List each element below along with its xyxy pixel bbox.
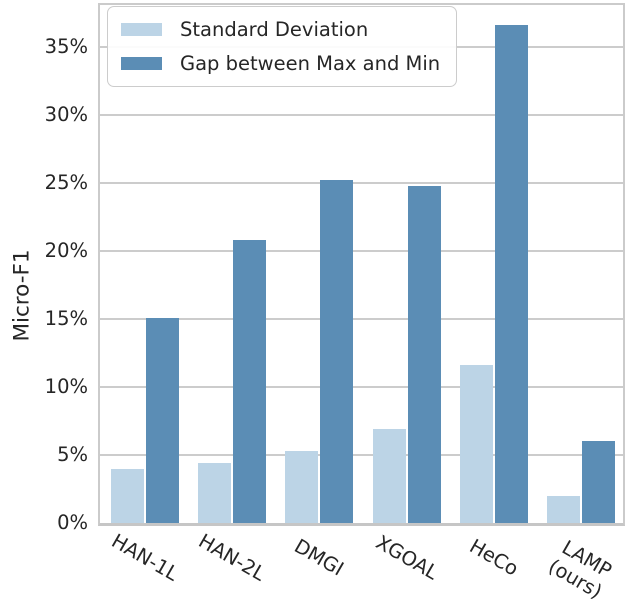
bar-gap-between-max-and-min-xgoal <box>407 185 441 523</box>
bar-standard-deviation-dmgi <box>285 450 319 523</box>
gridline-5-percent <box>100 454 623 457</box>
legend-item-standard-deviation: Standard Deviation <box>121 17 440 42</box>
legend: Standard Deviation Gap between Max and M… <box>107 6 458 87</box>
legend-item-gap-max-min: Gap between Max and Min <box>121 51 440 76</box>
bar-standard-deviation-xgoal <box>372 429 406 523</box>
y-tick-label-10-percent: 10% <box>44 375 88 399</box>
bar-gap-between-max-and-min-heco <box>494 25 528 523</box>
gridline-10-percent <box>100 386 623 389</box>
bar-gap-between-max-and-min-han-2l <box>232 240 266 523</box>
gridline-15-percent <box>100 318 623 321</box>
bar-gap-between-max-and-min-dmgi <box>320 180 354 523</box>
gridline-30-percent <box>100 114 623 117</box>
y-tick-label-35-percent: 35% <box>44 35 88 59</box>
legend-label-gap-max-min: Gap between Max and Min <box>180 52 441 75</box>
y-tick-label-0-percent: 0% <box>57 511 88 534</box>
legend-swatch-standard-deviation-icon <box>121 23 162 36</box>
bar-standard-deviation-lamp-ours <box>547 495 581 523</box>
y-tick-label-20-percent: 20% <box>44 239 88 263</box>
plot-area <box>98 3 625 526</box>
y-tick-label-30-percent: 30% <box>44 103 88 127</box>
bar-standard-deviation-han-2l <box>197 463 231 523</box>
bar-gap-between-max-and-min-lamp-ours <box>582 441 616 523</box>
gridline-20-percent <box>100 250 623 253</box>
legend-swatch-gap-max-min-icon <box>121 57 162 70</box>
x-tick-label-lamp-ours: LAMP (ours) <box>544 535 616 604</box>
gridline-25-percent <box>100 182 623 185</box>
bar-gap-between-max-and-min-han-1l <box>145 317 179 523</box>
bar-standard-deviation-han-1l <box>110 468 144 523</box>
y-tick-label-5-percent: 5% <box>57 443 88 467</box>
y-tick-label-15-percent: 15% <box>44 307 88 331</box>
bar-standard-deviation-heco <box>459 365 493 523</box>
y-tick-label-25-percent: 25% <box>44 171 88 195</box>
legend-label-standard-deviation: Standard Deviation <box>180 18 369 41</box>
